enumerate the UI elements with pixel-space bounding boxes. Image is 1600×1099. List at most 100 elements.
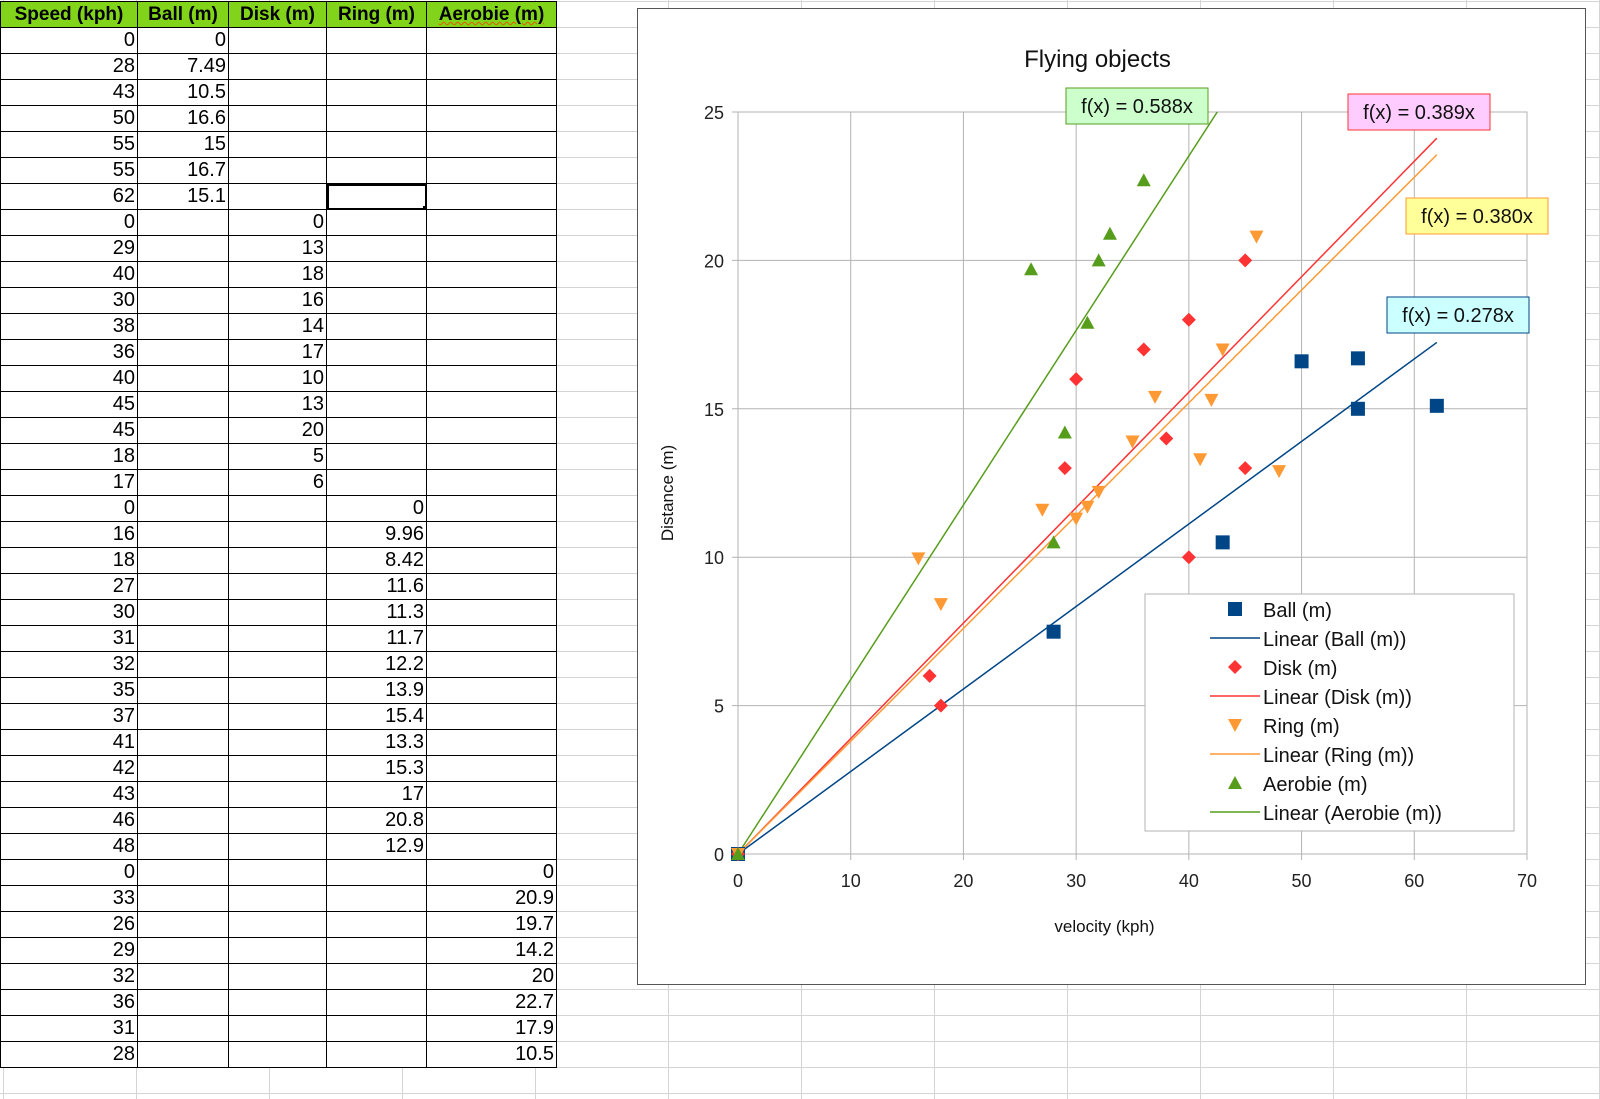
cell-aerobie[interactable]: 0 <box>426 859 557 886</box>
cell-ball[interactable] <box>137 625 229 652</box>
cell-disk[interactable] <box>228 27 327 54</box>
cell-speed[interactable]: 0 <box>0 27 138 54</box>
cell-ball[interactable]: 16.6 <box>137 105 229 132</box>
cell-ring[interactable] <box>326 963 427 990</box>
cell-speed[interactable]: 36 <box>0 989 138 1016</box>
cell-aerobie[interactable] <box>426 573 557 600</box>
cell-disk[interactable]: 13 <box>228 391 327 418</box>
cell-disk[interactable] <box>228 131 327 158</box>
cell-ball[interactable] <box>137 209 229 236</box>
cell-aerobie[interactable] <box>426 833 557 860</box>
cell-speed[interactable]: 55 <box>0 131 138 158</box>
cell-disk[interactable]: 17 <box>228 339 327 366</box>
cell-aerobie[interactable] <box>426 521 557 548</box>
cell-ball[interactable] <box>137 1041 229 1068</box>
cell-aerobie[interactable] <box>426 313 557 340</box>
cell-ball[interactable] <box>137 339 229 366</box>
cell-aerobie[interactable] <box>426 365 557 392</box>
cell-disk[interactable] <box>228 79 327 106</box>
cell-disk[interactable] <box>228 729 327 756</box>
cell-disk[interactable] <box>228 651 327 678</box>
cell-ball[interactable] <box>137 417 229 444</box>
cell-disk[interactable] <box>228 885 327 912</box>
cell-aerobie[interactable]: 10.5 <box>426 1041 557 1068</box>
cell-speed[interactable]: 0 <box>0 859 138 886</box>
cell-ring[interactable] <box>326 157 427 184</box>
cell-ball[interactable] <box>137 937 229 964</box>
cell-aerobie[interactable]: 20.9 <box>426 885 557 912</box>
cell-aerobie[interactable] <box>426 703 557 730</box>
cell-ring[interactable] <box>326 1041 427 1068</box>
cell-ring[interactable] <box>326 989 427 1016</box>
header-aerobie[interactable]: Aerobie (m) <box>426 1 557 28</box>
cell-aerobie[interactable] <box>426 547 557 574</box>
cell-speed[interactable]: 42 <box>0 755 138 782</box>
cell-ball[interactable] <box>137 573 229 600</box>
cell-ring[interactable] <box>326 287 427 314</box>
cell-aerobie[interactable] <box>426 443 557 470</box>
cell-ring[interactable]: 11.6 <box>326 573 427 600</box>
cell-ball[interactable] <box>137 859 229 886</box>
cell-disk[interactable] <box>228 807 327 834</box>
cell-ring[interactable] <box>326 417 427 444</box>
cell-aerobie[interactable] <box>426 729 557 756</box>
cell-speed[interactable]: 0 <box>0 495 138 522</box>
cell-aerobie[interactable]: 22.7 <box>426 989 557 1016</box>
cell-speed[interactable]: 31 <box>0 625 138 652</box>
cell-aerobie[interactable] <box>426 339 557 366</box>
cell-disk[interactable] <box>228 703 327 730</box>
cell-ring[interactable] <box>326 885 427 912</box>
cell-ball[interactable] <box>137 443 229 470</box>
cell-ball[interactable]: 10.5 <box>137 79 229 106</box>
cell-speed[interactable]: 40 <box>0 365 138 392</box>
cell-speed[interactable]: 33 <box>0 885 138 912</box>
cell-disk[interactable] <box>228 1015 327 1042</box>
header-disk[interactable]: Disk (m) <box>228 1 327 28</box>
cell-disk[interactable] <box>228 677 327 704</box>
cell-speed[interactable]: 40 <box>0 261 138 288</box>
cell-disk[interactable] <box>228 53 327 80</box>
cell-ring[interactable]: 11.7 <box>326 625 427 652</box>
cell-speed[interactable]: 16 <box>0 521 138 548</box>
cell-speed[interactable]: 30 <box>0 287 138 314</box>
cell-ring[interactable] <box>326 443 427 470</box>
cell-disk[interactable] <box>228 1041 327 1068</box>
cell-speed[interactable]: 41 <box>0 729 138 756</box>
cell-disk[interactable] <box>228 963 327 990</box>
cell-disk[interactable] <box>228 573 327 600</box>
cell-aerobie[interactable] <box>426 183 557 210</box>
cell-ball[interactable] <box>137 703 229 730</box>
cell-ring[interactable] <box>326 313 427 340</box>
cell-disk[interactable]: 10 <box>228 365 327 392</box>
cell-ring[interactable]: 9.96 <box>326 521 427 548</box>
cell-ball[interactable] <box>137 963 229 990</box>
cell-ball[interactable] <box>137 911 229 938</box>
cell-aerobie[interactable]: 19.7 <box>426 911 557 938</box>
cell-ball[interactable] <box>137 469 229 496</box>
cell-disk[interactable]: 6 <box>228 469 327 496</box>
cell-disk[interactable] <box>228 521 327 548</box>
cell-ring[interactable]: 13.3 <box>326 729 427 756</box>
cell-ball[interactable] <box>137 807 229 834</box>
cell-aerobie[interactable]: 17.9 <box>426 1015 557 1042</box>
cell-disk[interactable]: 18 <box>228 261 327 288</box>
cell-ring[interactable] <box>326 911 427 938</box>
cell-disk[interactable] <box>228 859 327 886</box>
cell-disk[interactable] <box>228 495 327 522</box>
cell-speed[interactable]: 29 <box>0 235 138 262</box>
cell-disk[interactable] <box>228 625 327 652</box>
cell-aerobie[interactable] <box>426 131 557 158</box>
cell-ring[interactable]: 0 <box>326 495 427 522</box>
cell-speed[interactable]: 32 <box>0 651 138 678</box>
cell-aerobie[interactable] <box>426 599 557 626</box>
cell-speed[interactable]: 46 <box>0 807 138 834</box>
cell-disk[interactable]: 13 <box>228 235 327 262</box>
cell-speed[interactable]: 30 <box>0 599 138 626</box>
cell-ring[interactable]: 15.4 <box>326 703 427 730</box>
cell-disk[interactable] <box>228 755 327 782</box>
cell-speed[interactable]: 43 <box>0 781 138 808</box>
cell-ring[interactable]: 11.3 <box>326 599 427 626</box>
cell-ring[interactable] <box>326 131 427 158</box>
cell-ball[interactable] <box>137 391 229 418</box>
cell-disk[interactable] <box>228 781 327 808</box>
